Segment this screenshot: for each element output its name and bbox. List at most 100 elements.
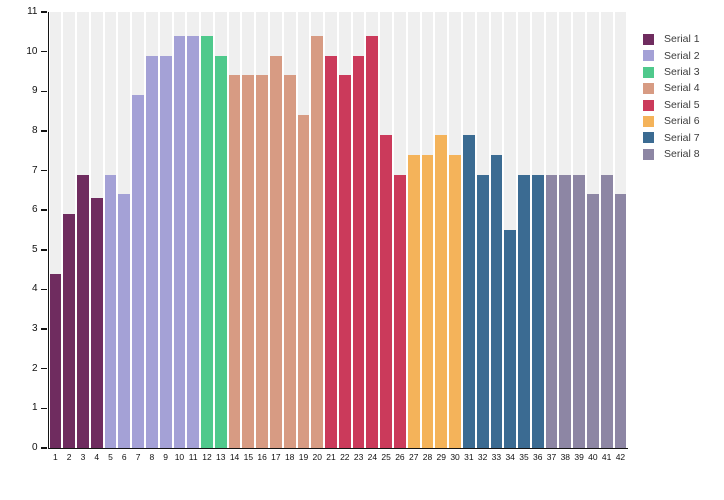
- x-tick-label: 26: [395, 452, 405, 462]
- bar-5[interactable]: [104, 174, 117, 448]
- legend-label: Serial 7: [664, 131, 700, 144]
- legend-label: Serial 4: [664, 82, 700, 95]
- bar-8[interactable]: [145, 55, 158, 448]
- bar-14[interactable]: [228, 75, 241, 448]
- category-band: 7: [132, 12, 144, 462]
- x-tick-label: 14: [229, 452, 240, 462]
- legend-swatch: [643, 66, 654, 78]
- x-tick-label: 39: [574, 452, 584, 462]
- category-band: 16: [256, 12, 268, 462]
- category-band: 12: [201, 12, 213, 462]
- y-tick-label: 1: [31, 402, 38, 414]
- category-band: 2: [63, 12, 76, 462]
- y-tick: [40, 328, 47, 330]
- bar-31[interactable]: [462, 134, 475, 448]
- legend-item-serial-5[interactable]: Serial 5: [643, 98, 700, 111]
- category-band: 34: [504, 12, 517, 462]
- bar-32[interactable]: [476, 174, 489, 448]
- bar-6[interactable]: [118, 194, 131, 448]
- bar-7[interactable]: [132, 95, 144, 448]
- bar-13[interactable]: [214, 55, 227, 448]
- x-tick-label: 37: [546, 452, 557, 462]
- bar-30[interactable]: [449, 154, 461, 448]
- bar-28[interactable]: [421, 154, 434, 448]
- x-tick-label: 25: [381, 452, 391, 462]
- bar-20[interactable]: [311, 35, 324, 448]
- legend-label: Serial 6: [664, 115, 700, 128]
- category-band: 32: [476, 12, 489, 462]
- x-tick-label: 15: [243, 452, 254, 462]
- bar-24[interactable]: [366, 35, 379, 448]
- bar-17[interactable]: [270, 55, 282, 448]
- x-tick-label: 35: [519, 452, 529, 462]
- legend-label: Serial 1: [664, 33, 700, 46]
- bar-36[interactable]: [531, 174, 544, 448]
- x-tick-label: 7: [135, 452, 141, 462]
- category-band: 1: [49, 12, 62, 462]
- category-band: 36: [531, 12, 544, 462]
- legend-item-serial-4[interactable]: Serial 4: [643, 82, 700, 95]
- y-tick: [40, 288, 47, 291]
- x-tick-label: 22: [340, 452, 350, 462]
- bar-18[interactable]: [283, 75, 296, 448]
- bar-33[interactable]: [490, 154, 503, 448]
- bar-2[interactable]: [63, 214, 76, 448]
- bar-1[interactable]: [49, 273, 62, 448]
- x-tick-label: 21: [326, 452, 336, 462]
- bar-35[interactable]: [518, 174, 530, 448]
- bar-4[interactable]: [90, 198, 103, 448]
- x-tick-label: 42: [615, 452, 626, 462]
- legend-item-serial-8[interactable]: Serial 8: [643, 148, 700, 160]
- bar-42[interactable]: [614, 194, 627, 448]
- category-band: 29: [435, 12, 448, 462]
- category-band: 6: [118, 12, 131, 462]
- y-tick-label: 6: [31, 204, 38, 216]
- category-band: 25: [380, 12, 393, 462]
- legend-swatch: [643, 83, 654, 95]
- bar-10[interactable]: [173, 35, 186, 448]
- bar-15[interactable]: [242, 75, 255, 448]
- y-tick: [40, 249, 47, 251]
- y-tick: [40, 90, 47, 93]
- legend-item-serial-6[interactable]: Serial 6: [643, 115, 700, 128]
- bar-27[interactable]: [407, 154, 420, 448]
- legend-item-serial-7[interactable]: Serial 7: [643, 131, 700, 144]
- legend-swatch: [643, 132, 654, 144]
- bar-39[interactable]: [573, 174, 585, 448]
- category-band: 10: [173, 12, 186, 462]
- bar-19[interactable]: [297, 115, 310, 448]
- bar-38[interactable]: [559, 174, 572, 448]
- x-tick-label: 10: [174, 452, 185, 462]
- bar-16[interactable]: [256, 75, 268, 448]
- legend-label: Serial 5: [664, 98, 700, 111]
- legend-item-serial-2[interactable]: Serial 2: [643, 49, 700, 62]
- y-tick: [40, 130, 47, 132]
- bar-22[interactable]: [338, 75, 351, 448]
- bar-9[interactable]: [159, 55, 172, 448]
- bar-11[interactable]: [187, 35, 200, 448]
- y-tick-label: 2: [31, 362, 38, 374]
- bar-25[interactable]: [380, 134, 393, 448]
- y-tick-label: 0: [31, 442, 38, 453]
- bar-37[interactable]: [545, 174, 558, 448]
- category-band: 11: [187, 12, 200, 462]
- x-tick-label: 2: [66, 452, 72, 462]
- bar-23[interactable]: [352, 55, 365, 448]
- bar-12[interactable]: [201, 35, 213, 448]
- bar-41[interactable]: [600, 174, 613, 448]
- bar-29[interactable]: [435, 134, 448, 448]
- legend-item-serial-1[interactable]: Serial 1: [643, 34, 700, 45]
- x-tick-label: 1: [53, 452, 58, 462]
- x-tick-label: 11: [188, 452, 198, 462]
- bar-34[interactable]: [504, 230, 517, 448]
- legend-item-serial-3[interactable]: Serial 3: [643, 66, 700, 78]
- bar-3[interactable]: [77, 174, 89, 448]
- legend-label: Serial 2: [664, 49, 700, 62]
- category-band: 40: [586, 12, 599, 462]
- bar-21[interactable]: [325, 55, 337, 448]
- x-tick-label: 38: [560, 452, 571, 462]
- bar-40[interactable]: [586, 194, 599, 448]
- y-tick: [40, 169, 47, 172]
- bar-26[interactable]: [394, 174, 406, 448]
- category-band: 4: [90, 12, 103, 462]
